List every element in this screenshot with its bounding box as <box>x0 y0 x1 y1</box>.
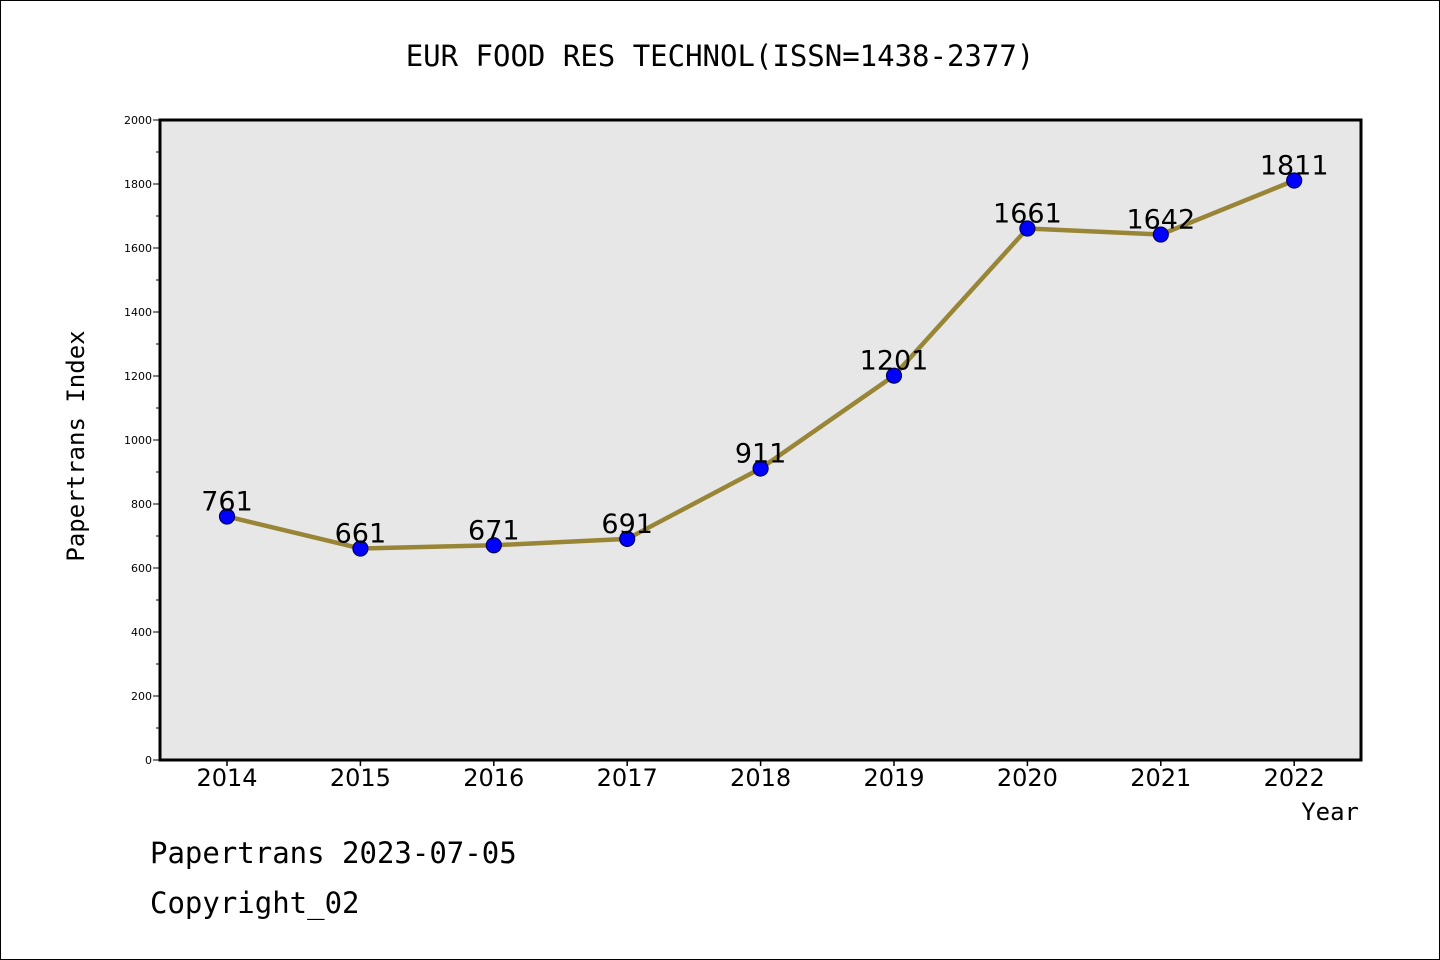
chart-title: EUR FOOD RES TECHNOL(ISSN=1438-2377) <box>406 39 1035 73</box>
data-label: 1661 <box>993 198 1062 229</box>
data-point <box>885 367 903 384</box>
data-label: 1811 <box>1260 150 1329 181</box>
data-point <box>1286 172 1303 189</box>
x-axis-label: Year <box>1301 798 1359 826</box>
y-tick-label: 800 <box>131 498 152 511</box>
data-point <box>1152 226 1169 243</box>
y-tick-label: 1000 <box>124 434 152 447</box>
data-label: 1642 <box>1126 205 1195 236</box>
y-tick-label: 1800 <box>124 178 152 191</box>
x-axis: 2014 2015 2016 2017 2018 2019 2020 2021 2022 <box>196 760 1325 792</box>
y-tick-label: 0 <box>145 754 152 767</box>
y-axis-label: Papertrans Index <box>62 330 90 561</box>
source-line: Papertrans 2023-07-05 <box>150 836 517 870</box>
data-label: 1201 <box>860 346 929 377</box>
data-label: 661 <box>335 518 387 549</box>
data-label: 671 <box>468 515 520 546</box>
copyright-line: Copyright_02 <box>150 886 360 920</box>
x-tick-label: 2022 <box>1264 764 1325 792</box>
y-tick-label: 2000 <box>124 114 152 127</box>
x-tick-label: 2015 <box>330 764 391 792</box>
data-label: 691 <box>601 509 653 540</box>
y-tick-label: 600 <box>131 562 152 575</box>
x-tick-label: 2019 <box>863 764 924 792</box>
y-tick-label: 400 <box>131 626 152 639</box>
y-axis: 0 200 400 600 800 1000 1200 1400 1600 1800 2000 <box>124 114 160 767</box>
series-markers <box>218 172 1303 557</box>
y-tick-label: 1400 <box>124 306 152 319</box>
data-point <box>485 537 502 554</box>
data-point <box>619 530 636 547</box>
x-tick-label: 2021 <box>1130 764 1191 792</box>
x-tick-label: 2014 <box>196 764 257 792</box>
x-tick-label: 2017 <box>597 764 658 792</box>
y-tick-label: 1200 <box>124 370 152 383</box>
x-tick-label: 2020 <box>997 764 1058 792</box>
y-tick-label: 200 <box>131 690 152 703</box>
data-labels: 761 661 671 691 911 1201 1661 1642 1811 <box>201 150 1328 549</box>
x-tick-label: 2016 <box>463 764 524 792</box>
plot-border <box>158 118 1363 762</box>
y-tick-label: 1600 <box>124 242 152 255</box>
data-label: 911 <box>735 438 787 469</box>
data-point <box>752 460 769 477</box>
data-point <box>218 508 236 525</box>
x-tick-label: 2018 <box>730 764 791 792</box>
data-label: 761 <box>201 486 253 517</box>
data-point <box>352 540 369 557</box>
data-point <box>1019 220 1036 237</box>
